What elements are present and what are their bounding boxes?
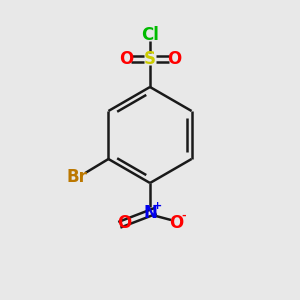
Text: S: S bbox=[144, 50, 156, 68]
Text: O: O bbox=[169, 214, 183, 232]
Text: N: N bbox=[143, 204, 157, 222]
Text: Cl: Cl bbox=[141, 26, 159, 44]
Text: O: O bbox=[167, 50, 181, 68]
Text: -: - bbox=[182, 211, 186, 221]
Text: +: + bbox=[152, 201, 162, 211]
Text: O: O bbox=[119, 50, 133, 68]
Text: Br: Br bbox=[67, 168, 88, 186]
Text: O: O bbox=[117, 214, 131, 232]
